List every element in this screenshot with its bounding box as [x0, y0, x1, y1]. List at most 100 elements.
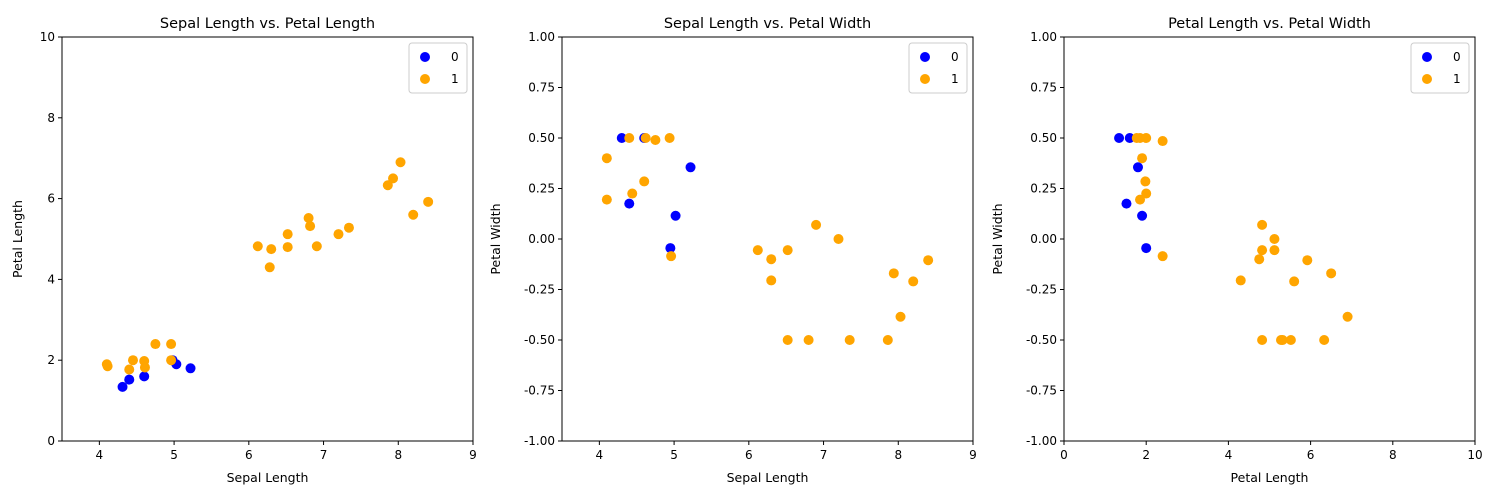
- data-point-series-1: [311, 241, 322, 252]
- data-point-series-1: [882, 335, 893, 345]
- x-tick-label: 6: [1307, 448, 1315, 462]
- data-point-series-1: [888, 268, 899, 279]
- x-tick-label: 2: [1142, 448, 1150, 462]
- data-point-series-1: [252, 241, 263, 252]
- legend-marker: [920, 52, 930, 62]
- data-point-series-1: [282, 229, 293, 240]
- data-point-series-1: [303, 212, 314, 223]
- y-axis-label: Petal Width: [990, 203, 1005, 274]
- data-point-series-0: [1137, 210, 1148, 221]
- data-point-series-1: [282, 242, 293, 253]
- y-tick-label: -0.50: [524, 333, 555, 347]
- data-point-series-1: [627, 188, 638, 199]
- data-point-series-0: [139, 371, 150, 382]
- data-point-series-1: [803, 335, 814, 345]
- data-point-series-1: [124, 364, 135, 375]
- legend-label: 0: [451, 50, 459, 64]
- x-tick-label: 8: [394, 448, 402, 462]
- data-point-series-0: [624, 198, 635, 209]
- x-tick-label: 4: [1225, 448, 1233, 462]
- data-point-series-1: [752, 245, 763, 256]
- data-point-series-1: [766, 254, 777, 265]
- y-tick-label: -0.50: [1026, 333, 1057, 347]
- data-point-series-1: [127, 355, 138, 366]
- data-point-series-0: [1121, 198, 1132, 209]
- chart-title: Sepal Length vs. Petal Length: [160, 16, 375, 32]
- data-point-series-1: [1342, 311, 1353, 322]
- y-axis-label: Petal Width: [488, 203, 503, 274]
- legend: 01: [408, 42, 468, 94]
- y-tick-label: 0.00: [528, 232, 555, 246]
- data-point-series-1: [408, 209, 419, 220]
- data-point-series-1: [1257, 335, 1268, 345]
- x-tick-label: 9: [969, 448, 977, 462]
- data-point-series-1: [139, 362, 150, 373]
- data-point-series-0: [1141, 243, 1152, 254]
- data-point-series-1: [1135, 194, 1146, 205]
- plot-frame: [61, 36, 474, 442]
- x-tick-label: 5: [670, 448, 678, 462]
- y-axis-label: Petal Length: [10, 200, 25, 278]
- data-point-series-1: [782, 335, 793, 345]
- x-tick-label: 5: [170, 448, 178, 462]
- x-tick-label: 6: [745, 448, 753, 462]
- legend-marker: [420, 74, 430, 84]
- x-tick-label: 8: [894, 448, 902, 462]
- x-tick-label: 8: [1389, 448, 1397, 462]
- y-tick-label: 0.75: [528, 81, 555, 95]
- y-tick-label: -1.00: [1026, 434, 1057, 448]
- y-tick-label: 4: [47, 272, 55, 286]
- y-tick-label: 0.50: [1030, 131, 1057, 145]
- data-point-series-1: [395, 157, 406, 168]
- data-point-series-1: [1326, 268, 1337, 279]
- x-tick-label: 0: [1060, 448, 1068, 462]
- data-point-series-1: [1254, 254, 1265, 265]
- legend-marker: [920, 74, 930, 84]
- data-point-series-0: [1132, 162, 1143, 173]
- y-tick-label: -1.00: [524, 434, 555, 448]
- data-point-series-1: [908, 276, 919, 287]
- x-tick-label: 10: [1467, 448, 1482, 462]
- y-tick-label: -0.75: [524, 384, 555, 398]
- data-point-series-1: [1289, 276, 1300, 287]
- legend-label: 1: [1453, 72, 1461, 86]
- y-tick-label: 10: [40, 30, 55, 44]
- data-point-series-1: [782, 245, 793, 256]
- data-point-series-1: [624, 133, 635, 143]
- data-point-series-0: [1124, 133, 1135, 143]
- data-point-series-1: [666, 251, 677, 262]
- legend: 01: [1410, 42, 1470, 94]
- legend-marker: [1422, 52, 1432, 62]
- y-tick-label: 0.00: [1030, 232, 1057, 246]
- x-axis-label: Petal Length: [1231, 470, 1309, 485]
- legend-label: 1: [951, 72, 959, 86]
- data-point-series-1: [333, 229, 344, 240]
- data-point-series-1: [640, 133, 651, 143]
- data-point-series-1: [1141, 188, 1152, 199]
- data-point-series-1: [266, 244, 277, 255]
- y-tick-label: 1.00: [1030, 30, 1057, 44]
- data-point-series-1: [166, 355, 177, 366]
- data-point-series-1: [844, 335, 855, 345]
- legend-marker: [1422, 74, 1432, 84]
- data-point-series-1: [766, 275, 777, 286]
- data-point-series-1: [343, 222, 354, 233]
- plot-frame: [561, 36, 974, 442]
- x-tick-label: 9: [469, 448, 477, 462]
- y-tick-label: 0.25: [528, 182, 555, 196]
- data-point-series-0: [685, 162, 696, 173]
- data-point-series-1: [423, 196, 434, 207]
- data-point-series-1: [601, 194, 612, 205]
- legend-label: 0: [951, 50, 959, 64]
- data-point-series-1: [166, 339, 177, 350]
- data-point-series-1: [1285, 335, 1296, 345]
- data-point-series-1: [388, 173, 399, 184]
- y-tick-label: -0.25: [1026, 283, 1057, 297]
- legend-label: 1: [451, 72, 459, 86]
- data-point-series-1: [1157, 136, 1168, 147]
- chart-panel-0: Sepal Length vs. Petal Length 4 5 6 7 8 9 0 2 4 6 8…: [10, 16, 477, 485]
- data-point-series-1: [305, 221, 316, 232]
- data-point-series-1: [382, 180, 393, 191]
